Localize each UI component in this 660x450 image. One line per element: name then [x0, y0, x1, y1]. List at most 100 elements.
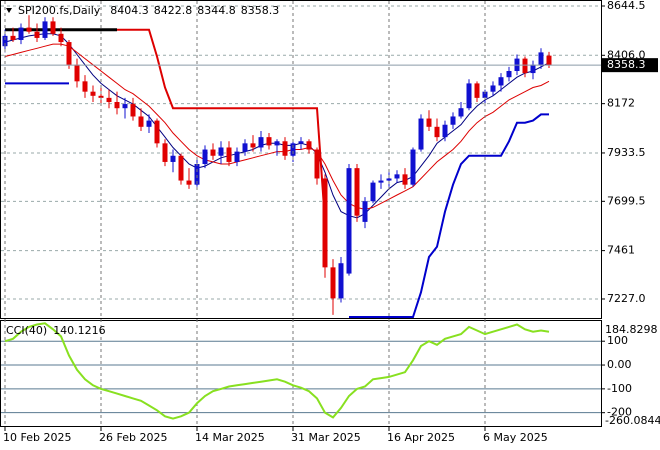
candle-body	[26, 27, 32, 32]
y-tick-label: 0.00	[607, 358, 632, 371]
candle-body	[298, 141, 304, 144]
candle-body	[346, 168, 352, 274]
candle-body	[378, 180, 384, 183]
candle-body	[354, 168, 360, 216]
indicator-line	[4, 322, 550, 420]
candle-body	[522, 58, 528, 74]
y-tick-label: 8406.0	[607, 48, 646, 61]
candle-body	[178, 155, 184, 181]
x-tick-label: 16 Apr 2025	[387, 431, 455, 444]
candle-body	[394, 174, 400, 179]
candle-body	[114, 102, 120, 109]
candle-body	[122, 104, 128, 109]
symbol: SPI200.fs,Daily	[18, 4, 101, 17]
candle-body	[458, 108, 464, 117]
candle-body	[162, 143, 168, 162]
x-tick-label: 26 Feb 2025	[99, 431, 167, 444]
last-price-label: 8358.3	[607, 58, 646, 71]
y-tick-label: -200	[607, 406, 632, 419]
candle-body	[58, 33, 64, 43]
candle-body	[42, 21, 48, 38]
y-tick-label: 7933.5	[607, 146, 646, 159]
high-value: 8422.8	[154, 4, 193, 17]
candle-body	[226, 147, 232, 162]
candle-body	[106, 97, 112, 103]
x-tick-label: 31 Mar 2025	[291, 431, 361, 444]
candle-body	[90, 91, 96, 96]
collapse-icon	[6, 8, 12, 13]
indicator-line	[117, 28, 326, 222]
y-tick-label: 7461	[607, 244, 635, 257]
candle-body	[82, 81, 88, 92]
candle-body	[498, 77, 504, 86]
candle-body	[546, 55, 552, 66]
candle-body	[242, 143, 248, 152]
candle-body	[418, 118, 424, 150]
candle-body	[402, 174, 408, 185]
candle-body	[538, 52, 544, 65]
close-value: 8358.3	[241, 4, 280, 17]
candle-body	[154, 120, 160, 144]
candle-body	[370, 182, 376, 202]
candle-body	[266, 137, 272, 146]
candle-body	[306, 141, 312, 150]
candle-body	[530, 64, 536, 74]
x-tick-label: 10 Feb 2025	[3, 431, 71, 444]
candle-body	[450, 116, 456, 125]
candle-body	[130, 104, 136, 117]
candle-body	[426, 118, 432, 127]
candle-body	[194, 164, 200, 185]
candle-body	[506, 70, 512, 78]
y-max-label: 184.8298	[605, 323, 658, 336]
candle-body	[290, 143, 296, 156]
candle-body	[66, 42, 72, 65]
x-tick-label: 6 May 2025	[483, 431, 548, 444]
candle-body	[210, 149, 216, 156]
y-tick-label: 8172	[607, 97, 635, 110]
candle-body	[186, 180, 192, 185]
candle-body	[386, 178, 392, 181]
candle-body	[434, 126, 440, 138]
candle-body	[74, 64, 80, 82]
candle-body	[234, 151, 240, 162]
cci-value: 140.1216	[53, 324, 106, 337]
y-tick-label: 100	[607, 334, 628, 347]
y-tick-label: -100	[607, 382, 632, 395]
cci-name: CCI(40)	[6, 324, 47, 337]
candle-body	[170, 155, 176, 162]
candle-body	[322, 178, 328, 268]
last-price-box	[602, 58, 658, 73]
indicator-line	[5, 82, 549, 318]
candle-body	[330, 267, 336, 299]
candle-body	[282, 141, 288, 156]
open-value: 8404.3	[110, 4, 149, 17]
candle-body	[10, 35, 16, 40]
y-tick-label: 8644.5	[607, 0, 646, 12]
y-min-label: -260.0844	[605, 414, 660, 427]
candle-body	[202, 149, 208, 165]
candle-body	[474, 83, 480, 98]
low-value: 8344.8	[197, 4, 236, 17]
candle-body	[138, 116, 144, 127]
candle-body	[2, 35, 8, 47]
candle-body	[250, 143, 256, 148]
header: SPI200.fs,Daily 8404.3 8422.8 8344.8 8358.3	[18, 4, 279, 17]
cci-header: CCI(40) 140.1216	[6, 324, 106, 337]
candle-body	[18, 27, 24, 40]
candle-body	[34, 31, 40, 38]
candle-body	[314, 149, 320, 179]
candle-body	[410, 149, 416, 185]
candle-body	[482, 91, 488, 98]
candle-body	[258, 137, 264, 148]
candle-body	[98, 95, 104, 98]
candle-body	[146, 120, 152, 127]
y-tick-label: 7227.0	[607, 292, 646, 305]
candle-body	[490, 85, 496, 92]
candle-body	[442, 124, 448, 138]
candle-body	[466, 83, 472, 109]
candle-body	[50, 21, 56, 34]
price-panel	[0, 0, 602, 319]
y-tick-label: 7699.5	[607, 194, 646, 207]
candle-body	[274, 141, 280, 146]
x-tick-label: 14 Mar 2025	[195, 431, 265, 444]
